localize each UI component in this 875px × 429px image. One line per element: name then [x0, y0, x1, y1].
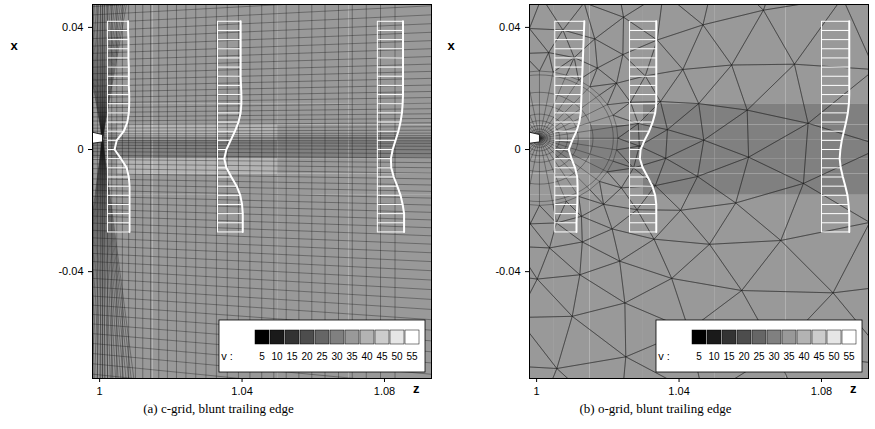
svg-text:15: 15 [286, 351, 298, 362]
svg-text:55: 55 [406, 351, 418, 362]
html-text:(b) o-grid, blunt trailing edg: (b) o-grid, blunt trailing edge [579, 401, 732, 416]
html-text:(a) c-grid, blunt trailing edg: (a) c-grid, blunt trailing edge [143, 401, 294, 416]
svg-text:25: 25 [316, 351, 328, 362]
svg-text:15: 15 [723, 351, 735, 362]
svg-text:10: 10 [271, 351, 283, 362]
svg-text:45: 45 [813, 351, 825, 362]
svg-text:5: 5 [259, 351, 265, 362]
svg-text:40: 40 [361, 351, 373, 362]
svg-text:0.04: 0.04 [62, 21, 83, 33]
svg-text:v :: v : [658, 350, 670, 362]
svg-text:-0.04: -0.04 [495, 265, 520, 277]
svg-text:-0.04: -0.04 [58, 265, 83, 277]
svg-text:45: 45 [376, 351, 388, 362]
svg-text:35: 35 [783, 351, 795, 362]
svg-text:1.04: 1.04 [668, 385, 689, 397]
svg-text:40: 40 [798, 351, 810, 362]
svg-text:0: 0 [514, 143, 520, 155]
svg-text:1.08: 1.08 [374, 385, 395, 397]
svg-text:1.08: 1.08 [811, 385, 832, 397]
svg-text:30: 30 [331, 351, 343, 362]
svg-text:35: 35 [346, 351, 358, 362]
svg-text:5: 5 [696, 351, 702, 362]
svg-text:20: 20 [738, 351, 750, 362]
svg-text:20: 20 [301, 351, 313, 362]
svg-text:0.04: 0.04 [499, 21, 520, 33]
svg-text:1.04: 1.04 [231, 385, 252, 397]
svg-text:z: z [850, 381, 857, 396]
svg-text:50: 50 [391, 351, 403, 362]
svg-text:x: x [11, 38, 19, 53]
svg-text:25: 25 [753, 351, 765, 362]
svg-text:0: 0 [77, 143, 83, 155]
svg-text:55: 55 [843, 351, 855, 362]
svg-text:v :: v : [221, 350, 233, 362]
svg-text:z: z [413, 381, 420, 396]
svg-text:30: 30 [768, 351, 780, 362]
svg-text:10: 10 [708, 351, 720, 362]
svg-text:1: 1 [97, 385, 103, 397]
svg-text:1: 1 [534, 385, 540, 397]
svg-text:x: x [448, 38, 456, 53]
svg-text:50: 50 [828, 351, 840, 362]
